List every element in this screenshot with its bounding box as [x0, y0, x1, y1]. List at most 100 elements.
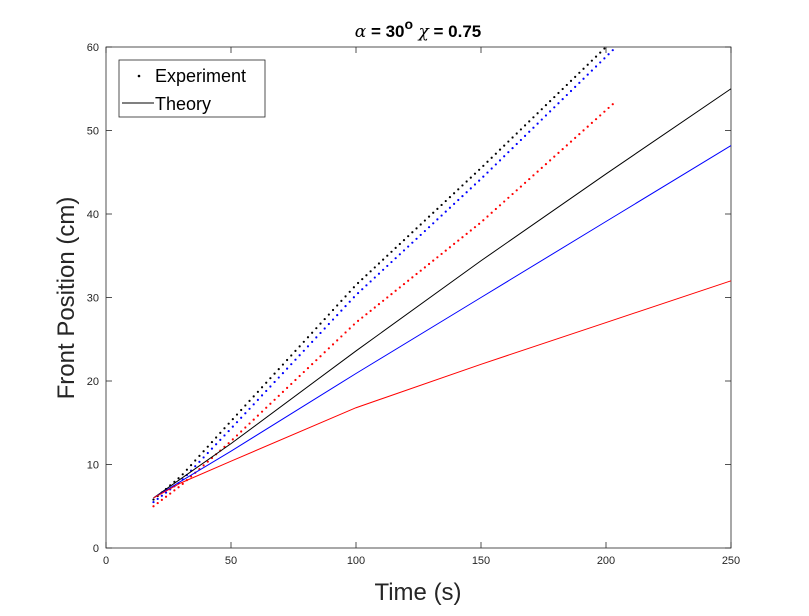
experiment-point — [574, 136, 577, 139]
experiment-point — [177, 486, 180, 489]
experiment-point — [311, 331, 314, 334]
experiment-point — [235, 413, 239, 416]
experiment-point — [503, 155, 506, 158]
x-tick-label: 0 — [103, 555, 109, 567]
experiment-point — [540, 108, 543, 111]
experiment-point — [160, 498, 163, 502]
experiment-point — [185, 468, 188, 471]
experiment-point — [286, 367, 289, 370]
experiment-point — [386, 254, 389, 257]
experiment-point — [231, 438, 234, 441]
experiment-point — [553, 95, 556, 99]
experiment-point — [390, 293, 393, 296]
experiment-point — [344, 305, 347, 308]
experiment-point — [306, 367, 310, 370]
experiment-point — [465, 232, 468, 235]
experiment-point — [603, 110, 606, 113]
experiment-point — [181, 473, 184, 476]
experiment-point — [152, 505, 155, 508]
experiment-point — [273, 380, 276, 384]
experiment-point — [377, 303, 381, 306]
experiment-point — [252, 418, 255, 421]
experiment-point — [453, 202, 456, 206]
experiment-point — [432, 222, 435, 225]
experiment-point — [415, 227, 418, 230]
experiment-point — [523, 124, 527, 127]
experiment-point — [540, 118, 543, 121]
experiment-point — [298, 345, 301, 348]
experiment-point — [465, 191, 468, 194]
experiment-point — [206, 451, 209, 455]
experiment-point — [231, 417, 234, 421]
experiment-point — [365, 274, 368, 277]
experiment-point — [198, 454, 201, 457]
experiment-point — [260, 386, 264, 389]
experiment-point — [448, 206, 452, 209]
experiment-point — [248, 399, 251, 403]
experiment-point — [327, 313, 330, 316]
experiment-point — [231, 425, 234, 428]
experiment-point — [281, 363, 285, 366]
experiment-point — [444, 199, 447, 203]
experiment-point — [599, 114, 602, 117]
experiment-point — [586, 125, 589, 128]
experiment-point — [202, 456, 205, 459]
experiment-point — [294, 358, 297, 361]
experiment-point — [244, 426, 247, 429]
experiment-point — [248, 407, 251, 410]
experiment-point — [478, 179, 481, 182]
experiment-point — [361, 288, 364, 291]
experiment-point — [323, 327, 326, 330]
experiment-point — [536, 122, 539, 125]
experiment-point — [603, 47, 606, 50]
experiment-point — [336, 339, 339, 342]
experiment-point — [561, 148, 564, 151]
legend-experiment-label: Experiment — [155, 66, 246, 86]
experiment-point — [423, 229, 426, 233]
experiment-point — [611, 103, 614, 106]
data-series-layer — [152, 47, 732, 508]
experiment-point — [490, 156, 493, 159]
experiment-point — [457, 188, 460, 191]
experiment-point — [369, 280, 372, 283]
experiment-point — [227, 422, 230, 425]
experiment-point — [482, 164, 485, 167]
experiment-point — [569, 79, 573, 82]
experiment-point — [569, 89, 573, 93]
experiment-point — [528, 120, 531, 123]
experiment-point — [256, 414, 259, 417]
experiment-point — [315, 336, 318, 339]
experiment-point — [227, 442, 230, 445]
experiment-point — [377, 272, 381, 275]
experiment-point — [252, 403, 255, 406]
experiment-point — [319, 331, 322, 335]
experiment-point — [544, 104, 548, 107]
experiment-point — [265, 406, 268, 409]
experiment-point — [503, 144, 506, 147]
experiment-point — [223, 427, 226, 430]
experiment-point — [352, 323, 355, 326]
experiment-point — [469, 229, 472, 232]
experiment-point — [448, 196, 452, 199]
experiment-point — [498, 204, 502, 207]
experiment-point — [327, 322, 330, 326]
experiment-point — [244, 404, 247, 407]
experiment-point — [498, 159, 502, 162]
experiment-point — [544, 163, 548, 166]
experiment-point — [373, 276, 376, 279]
experiment-point — [469, 176, 472, 179]
experiment-point — [519, 185, 523, 188]
experiment-point — [536, 112, 539, 115]
experiment-point — [427, 262, 431, 266]
experiment-point — [532, 116, 535, 119]
axes-layer: 0 50 100 150 200 250 0 10 20 30 40 50 60 — [87, 42, 740, 567]
experiment-point — [331, 318, 335, 321]
experiment-point — [323, 317, 326, 321]
experiment-point — [227, 429, 230, 433]
experiment-point — [532, 126, 535, 129]
experiment-point — [177, 477, 180, 480]
title-chi-symbol: χ — [413, 22, 430, 42]
experiment-point — [315, 327, 318, 330]
experiment-point — [202, 450, 205, 453]
experiment-point — [394, 246, 397, 249]
